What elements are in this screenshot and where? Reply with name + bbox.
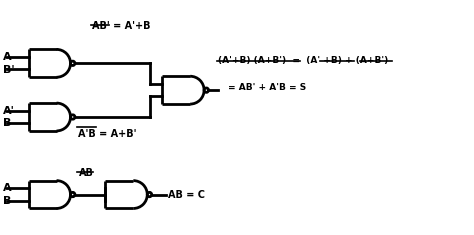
Text: A: A — [3, 183, 11, 193]
Text: B: B — [3, 118, 11, 129]
Text: AB: AB — [79, 168, 93, 178]
Text: A'B = A+B': A'B = A+B' — [79, 129, 137, 139]
Text: (A'+B) (A+B')  =  (A' +B) + (A+B'): (A'+B) (A+B') = (A' +B) + (A+B') — [218, 56, 388, 65]
Text: A': A' — [3, 106, 15, 116]
Text: B': B' — [3, 65, 14, 75]
Text: AB = C: AB = C — [168, 190, 205, 200]
Text: AB' = A'+B: AB' = A'+B — [92, 20, 151, 31]
Text: = AB' + A'B = S: = AB' + A'B = S — [228, 83, 306, 92]
Text: A: A — [3, 52, 11, 62]
Text: B: B — [3, 196, 11, 206]
